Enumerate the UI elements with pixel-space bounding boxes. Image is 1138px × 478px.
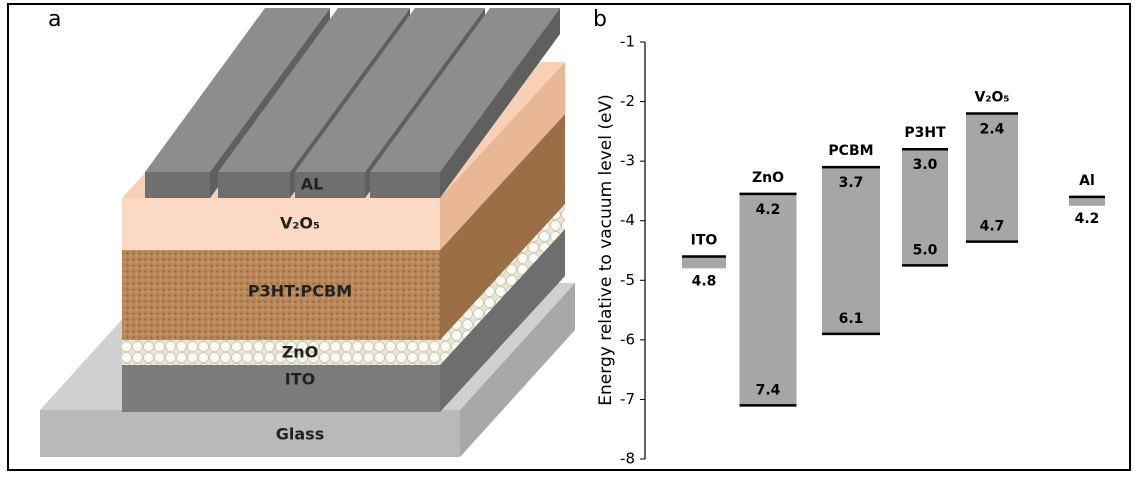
y-tick-label: -6 [620,330,635,348]
level-label: 3.0 [913,157,938,173]
y-tick-label: -4 [620,211,635,229]
level-label: 4.8 [692,273,717,289]
level-label: 5.0 [913,242,938,258]
layer-label: V₂O₅ [280,214,320,233]
category-label: Al [1079,173,1095,189]
figure: a AL V₂O [0,0,1138,474]
level-label: 7.4 [756,382,781,398]
level-label: 4.2 [756,202,781,218]
level-label: 2.4 [980,121,1005,137]
category-label: ITO [691,232,718,248]
category-label: ZnO [752,170,784,186]
y-tick-label: -3 [620,152,635,170]
ito-front [122,365,440,412]
y-tick-label: -2 [620,92,635,110]
energy-bar [822,167,880,334]
level-label: 6.1 [839,311,864,327]
panel-letter: b [593,7,607,32]
level-label: 3.7 [839,175,864,191]
category-label: V₂O₅ [975,89,1010,105]
energy-chart: b Energy relative to vacuum level (eV) -… [593,7,1105,468]
device-diagram: a AL V₂O [40,7,575,457]
category-label: P3HT [904,125,946,141]
layer-label: AL [301,175,324,194]
energy-bar [740,194,797,405]
level-label: 4.2 [1075,211,1100,227]
y-tick-label: -1 [620,33,635,51]
level-label: 4.7 [980,219,1005,235]
glass-front [40,410,460,457]
layer-label: P3HT:PCBM [248,282,352,301]
energy-bar [682,256,726,268]
y-tick-label: -5 [620,271,635,289]
energy-bar [1069,197,1105,206]
category-label: PCBM [828,143,873,159]
y-tick-label: -8 [620,450,635,468]
panel-letter: a [48,7,61,32]
layer-label: ITO [285,370,315,389]
y-tick-label: -7 [620,390,635,408]
y-axis-label: Energy relative to vacuum level (eV) [596,94,616,405]
layer-label: ZnO [282,343,319,362]
layer-label: Glass [276,425,324,444]
